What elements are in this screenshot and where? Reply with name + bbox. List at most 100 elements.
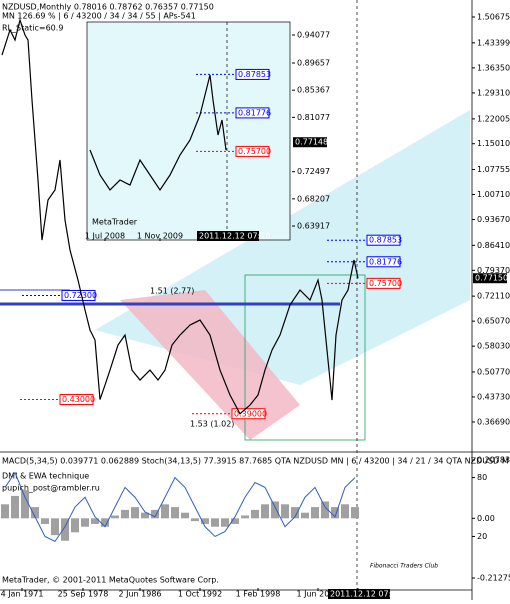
macd-bar (201, 518, 209, 524)
macd-bar (181, 512, 189, 519)
y-tick-label: 0.63917 (297, 222, 330, 231)
macd-bar (321, 501, 329, 519)
y-tick-label: 1.50675 (477, 13, 510, 22)
y-tick-label: 1.07755 (477, 165, 510, 174)
pink-channel (120, 290, 300, 440)
macd-bar (51, 518, 59, 536)
x-tick-label: 1 Feb 1998 (236, 590, 281, 599)
y-tick-label: 0.72110 (477, 292, 510, 301)
x-tick-label: 1 Jul 2008 (85, 232, 125, 241)
macd-bar (191, 518, 199, 522)
level-box (366, 256, 401, 268)
y-tick-label: 1.29310 (477, 88, 510, 97)
macd-bar (331, 507, 339, 519)
y-tick-label: -0.21275 (477, 574, 510, 583)
level-label: 0.87853 (238, 70, 271, 79)
y-tick-label: 0.36690 (477, 417, 510, 426)
macd-bar (301, 512, 309, 519)
y-tick-label: 0.20783 (477, 456, 510, 465)
macd-bar (151, 509, 159, 519)
macd-bar (81, 518, 89, 527)
stoch-line (4, 471, 356, 542)
y-tick-label: 0.65070 (477, 317, 510, 326)
macd-bar (11, 495, 19, 519)
level-label: 0.39000 (234, 409, 267, 418)
annotation: DMI & EWA technique (2, 472, 89, 481)
macd-bar (161, 504, 169, 519)
inset-panel (86, 21, 291, 241)
y-tick-label: 0.43730 (477, 392, 510, 401)
y-tick-label: 0.81077 (297, 113, 330, 122)
x-tick-label: 2 Jun 1986 (118, 590, 161, 599)
chart-title: NZDUSD,Monthly 0.78016 0.78762 0.76357 0… (2, 3, 214, 12)
macd-bar (211, 518, 219, 527)
chart-title: MACD(5,34,5) 0.039771 0.062889 Stoch(34,… (2, 457, 509, 466)
annotation: pupich_post@rambler.ru (2, 484, 100, 493)
macd-bar (21, 490, 29, 519)
macd-bar (1, 504, 9, 519)
level-box (366, 277, 401, 289)
y-tick-label: 1.22005 (477, 114, 510, 123)
level-box (235, 145, 270, 157)
x-tick-label: 2011.12.12 07:16 (330, 590, 401, 599)
macd-bar (281, 504, 289, 519)
level-label: 0.75700 (369, 279, 402, 288)
macd-bar (351, 507, 359, 519)
time-highlight (328, 589, 390, 599)
level-box (231, 408, 266, 420)
macd-bar (31, 507, 39, 519)
chart-subtitle: MN 126.69 % | 6 / 43200 / 34 / 34 / 55 |… (2, 12, 196, 21)
y-tick-label: 0.94077 (297, 31, 330, 40)
macd-bar (341, 504, 349, 519)
y-tick-label: 1.43399 (477, 38, 510, 47)
y-tick-label: 0.93670 (477, 215, 510, 224)
macd-bar (61, 518, 69, 541)
level-label: 0.72300 (64, 291, 97, 300)
annotation: MetaTrader, © 2001-2011 MetaQuotes Softw… (2, 576, 219, 585)
macd-bar (91, 518, 99, 524)
fibo-box (244, 274, 366, 441)
macd-bar (131, 507, 139, 519)
last-price-box (293, 137, 327, 148)
macd-bar (71, 518, 79, 533)
x-tick-label: 1 Nov 2009 (137, 232, 183, 241)
level-box (61, 289, 96, 301)
x-tick-label: 2011.12.12 07:16 (199, 232, 270, 241)
annotation: RL_Static=60.9 (2, 24, 63, 33)
macd-bar (231, 518, 239, 524)
level-label: 0.87853 (369, 236, 402, 245)
support-lines (0, 289, 340, 306)
annotation: MetaTrader (92, 218, 138, 227)
macd-bar (221, 518, 229, 527)
macd-bar (41, 518, 49, 524)
level-box (235, 107, 270, 119)
macd-bar (111, 515, 119, 519)
y2-tick-label: 80 (477, 473, 487, 482)
macd-bar (141, 512, 149, 519)
y-tick-label: 1.00710 (477, 190, 510, 199)
level-box (59, 394, 94, 406)
y-tick-label: 0.85367 (297, 86, 330, 95)
last-price-label: 0.77148 (295, 138, 328, 147)
annotation: 1.53 (1.02) (190, 420, 234, 429)
y-tick-label: 0.58030 (477, 342, 510, 351)
macd-bar (101, 518, 109, 527)
annotation: 1.51 (2.77) (150, 287, 194, 296)
level-label: 0.43000 (62, 395, 95, 404)
macd-bar (261, 504, 269, 519)
y-tick-label: 1.36350 (477, 63, 510, 72)
y-tick-label: 0.00 (477, 514, 495, 523)
y-tick-label: 0.79370 (477, 266, 510, 275)
price-line (1, 17, 359, 415)
level-box (235, 68, 270, 80)
macd-bar (251, 509, 259, 519)
y-tick-label: 0.86410 (477, 241, 510, 250)
macd-bar (291, 507, 299, 519)
level-box (366, 234, 401, 246)
y2-tick-label: 20 (477, 532, 487, 541)
last-price-label: 0.77150 (475, 274, 508, 283)
y-tick-label: 0.89657 (297, 58, 330, 67)
macd-bar (241, 515, 249, 519)
macd-bar (311, 507, 319, 519)
